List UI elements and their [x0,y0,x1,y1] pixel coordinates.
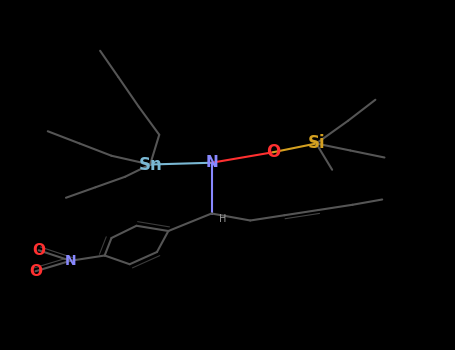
Text: Sn: Sn [138,155,162,174]
Text: O: O [266,143,280,161]
Text: H: H [219,214,227,224]
Text: O: O [32,243,45,258]
Text: N: N [65,254,76,268]
Text: Si: Si [308,134,325,153]
Text: O: O [29,264,42,279]
Text: N: N [205,155,218,170]
